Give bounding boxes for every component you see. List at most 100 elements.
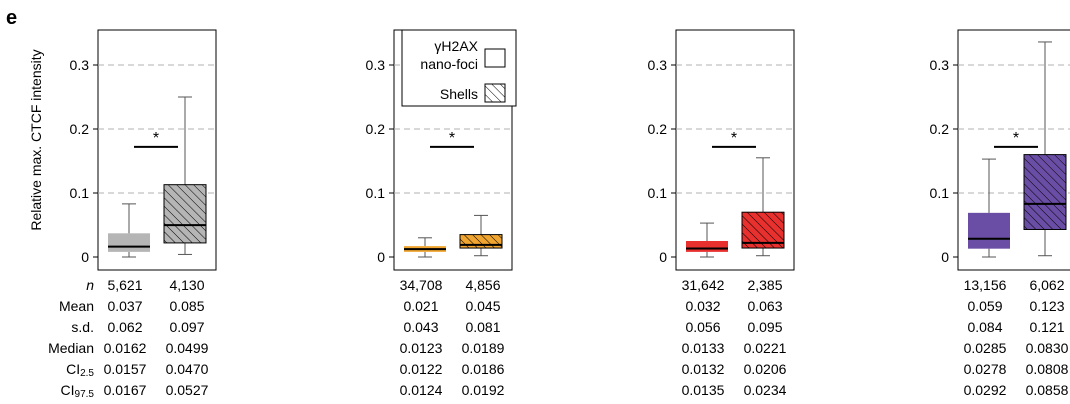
stat-label-ci25: CI2.5 (66, 361, 94, 379)
box-nano-foci (968, 158, 1010, 258)
box-body (163, 184, 207, 244)
box-panel-4: 0 0.1 0.2 0.3 * 13,156 6,062 0.059 0.123 0.084 0.1… (930, 29, 1070, 398)
stats-table: 5,621 4,130 0.037 0.085 0.062 0.097 0.0162 0.04… (104, 277, 209, 398)
stat-sd-shells: 0.081 (465, 319, 500, 335)
stat-mean-shells: 0.085 (169, 298, 204, 314)
stat-median-nano-foci: 0.0162 (104, 340, 147, 356)
significance-star: * (449, 130, 455, 147)
stat-n-nano-foci: 5,621 (107, 277, 142, 293)
plot-frame (957, 29, 1070, 271)
plot-frame (675, 29, 795, 271)
y-tick-label: 0.2 (930, 121, 950, 137)
box-body (1023, 154, 1067, 230)
stat-median-shells: 0.0830 (1026, 340, 1069, 356)
stat-n-shells: 4,130 (169, 277, 204, 293)
stat-median-nano-foci: 0.0123 (400, 340, 443, 356)
stat-n-nano-foci: 34,708 (400, 277, 443, 293)
stat-ci975-shells: 0.0234 (744, 382, 787, 398)
y-tick-label: 0 (659, 249, 667, 265)
stats-table: 13,156 6,062 0.059 0.123 0.084 0.121 0.0285 0.0… (964, 277, 1069, 398)
significance-star: * (1013, 130, 1019, 147)
stat-ci25-shells: 0.0206 (744, 361, 787, 377)
box-panel-1: 0 0.1 0.2 0.3 * 5,621 4,130 0.037 0.085 0.062 0.09… (70, 29, 217, 398)
legend-swatch-shells (484, 83, 506, 103)
stat-mean-nano-foci: 0.059 (967, 298, 1002, 314)
stat-label-ci975-sub: 97.5 (75, 389, 95, 400)
stat-label-mean: Mean (59, 298, 94, 314)
box-plot-panels: 0 0.1 0.2 0.3 * 5,621 4,130 0.037 0.085 0.062 0.09… (70, 29, 1070, 398)
stat-n-nano-foci: 31,642 (682, 277, 725, 293)
y-tick-label: 0.2 (366, 121, 386, 137)
legend-entry-shells: Shells (440, 86, 478, 102)
stat-median-shells: 0.0221 (744, 340, 787, 356)
box-body (686, 241, 728, 252)
y-tick-label: 0.1 (366, 185, 386, 201)
stat-ci25-nano-foci: 0.0122 (400, 361, 443, 377)
stat-sd-shells: 0.095 (747, 319, 782, 335)
legend: γH2AX nano-foci Shells (401, 29, 517, 107)
stats-table: 34,708 4,856 0.021 0.045 0.043 0.081 0.0123 0.0… (400, 277, 505, 398)
box-shells (163, 96, 207, 255)
stat-median-shells: 0.0189 (462, 340, 505, 356)
box-nano-foci (686, 222, 728, 258)
legend-entry-line2: nano-foci (420, 56, 478, 72)
stats-table: 31,642 2,385 0.032 0.063 0.056 0.095 0.0133 0.0… (682, 277, 787, 398)
stat-ci975-nano-foci: 0.0135 (682, 382, 725, 398)
stat-label-ci975: CI97.5 (61, 382, 95, 400)
box-shells (741, 157, 785, 257)
stat-n-shells: 6,062 (1029, 277, 1064, 293)
stat-ci975-shells: 0.0858 (1026, 382, 1069, 398)
box-nano-foci (404, 237, 446, 258)
legend-swatch-nano-foci (484, 48, 506, 68)
stat-mean-nano-foci: 0.037 (107, 298, 142, 314)
box-body (108, 233, 150, 252)
significance-star: * (153, 130, 159, 147)
y-tick-label: 0.1 (648, 185, 668, 201)
box-shells (1023, 41, 1067, 257)
stat-mean-nano-foci: 0.032 (685, 298, 720, 314)
stat-sd-nano-foci: 0.056 (685, 319, 720, 335)
stat-ci25-shells: 0.0808 (1026, 361, 1069, 377)
stat-ci25-nano-foci: 0.0278 (964, 361, 1007, 377)
significance-star: * (731, 130, 737, 147)
y-tick-label: 0.3 (930, 57, 950, 73)
y-tick-label: 0.3 (648, 57, 668, 73)
stat-label-sd: s.d. (71, 319, 94, 335)
box-nano-foci (108, 203, 150, 258)
stat-ci975-nano-foci: 0.0167 (104, 382, 147, 398)
stat-ci975-nano-foci: 0.0124 (400, 382, 443, 398)
stat-sd-nano-foci: 0.043 (403, 319, 438, 335)
stat-ci25-shells: 0.0470 (166, 361, 209, 377)
y-axis-label: Relative max. CTCF intensity (28, 49, 44, 230)
y-tick-label: 0 (81, 249, 89, 265)
box-shells (459, 214, 503, 257)
y-tick-label: 0 (377, 249, 385, 265)
y-tick-label: 0.2 (70, 121, 90, 137)
stat-ci25-nano-foci: 0.0132 (682, 361, 725, 377)
stat-mean-nano-foci: 0.021 (403, 298, 438, 314)
y-tick-label: 0.3 (70, 57, 90, 73)
stat-ci975-nano-foci: 0.0292 (964, 382, 1007, 398)
stat-label-ci25-main: CI (66, 361, 80, 377)
box-body (459, 234, 503, 249)
stat-mean-shells: 0.123 (1029, 298, 1064, 314)
box-panel-3: 0 0.1 0.2 0.3 * 31,642 2,385 0.032 0.063 0.056 0.0… (648, 29, 795, 398)
plot-frame (97, 29, 217, 271)
stat-n-shells: 2,385 (747, 277, 782, 293)
stat-ci975-shells: 0.0192 (462, 382, 505, 398)
stat-median-nano-foci: 0.0285 (964, 340, 1007, 356)
stat-sd-nano-foci: 0.062 (107, 319, 142, 335)
legend-entry-line1: γH2AX (434, 38, 478, 54)
y-tick-label: 0.2 (648, 121, 668, 137)
stat-label-ci975-main: CI (61, 382, 75, 398)
stat-sd-shells: 0.121 (1029, 319, 1064, 335)
stat-ci975-shells: 0.0527 (166, 382, 209, 398)
stat-n-nano-foci: 13,156 (964, 277, 1007, 293)
stat-mean-shells: 0.045 (465, 298, 500, 314)
stat-n-shells: 4,856 (465, 277, 500, 293)
y-tick-label: 0.3 (366, 57, 386, 73)
box-panel-2: 0 0.1 0.2 0.3 * 34,708 4,856 0.021 0.045 0.043 0.0… (366, 29, 513, 398)
stat-label-median: Median (48, 340, 94, 356)
panel-label: e (6, 7, 17, 29)
